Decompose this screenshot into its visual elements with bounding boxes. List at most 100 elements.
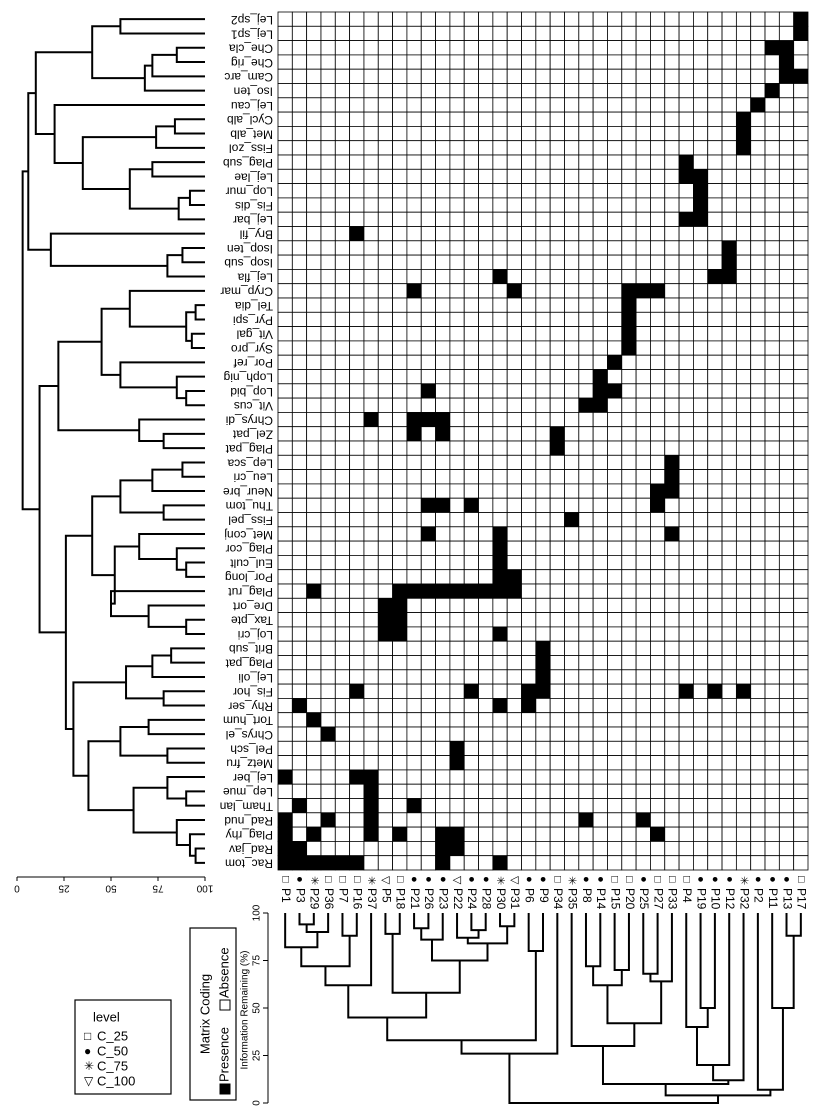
matrix-cell (392, 268, 408, 285)
matrix-cell (521, 254, 537, 270)
matrix-cell (320, 669, 336, 685)
matrix-cell (506, 683, 522, 699)
row-dendrogram-link (151, 468, 205, 493)
matrix-cell (778, 769, 795, 785)
matrix-cell (449, 841, 465, 857)
matrix-cell (592, 769, 608, 785)
column-dendrogram-link (386, 951, 537, 1042)
matrix-cell (420, 240, 436, 256)
matrix-cell (377, 211, 393, 227)
matrix-cell (750, 454, 766, 470)
matrix-cell (320, 540, 336, 556)
matrix-cell (521, 855, 537, 871)
matrix-cell (750, 111, 766, 127)
row-dendrogram-link (151, 53, 205, 78)
matrix-cell (549, 68, 565, 84)
matrix-cell (578, 411, 594, 428)
matrix-cell (277, 798, 293, 814)
matrix-cell (492, 855, 508, 871)
matrix-cell (778, 812, 795, 828)
matrix-cell (750, 783, 766, 799)
matrix-cell (607, 783, 623, 799)
matrix-cell (478, 798, 494, 814)
matrix-cell (707, 569, 723, 585)
matrix-cell (320, 383, 336, 399)
matrix-cell (678, 612, 694, 628)
matrix-cell (793, 655, 809, 671)
row-label: Vit_cus (234, 399, 273, 413)
matrix-cell (420, 483, 436, 499)
matrix-cell (449, 383, 465, 399)
row-label: Rad_nud (224, 814, 273, 828)
matrix-cell (349, 512, 365, 528)
matrix-cell (535, 698, 551, 714)
matrix-cell (793, 369, 809, 385)
matrix-cell (349, 268, 365, 285)
matrix-cell (664, 183, 680, 199)
matrix-cell (363, 140, 379, 156)
matrix-cell (406, 526, 422, 542)
matrix-cell (764, 54, 780, 70)
matrix-cell (721, 454, 737, 470)
matrix-cell (392, 154, 408, 170)
matrix-cell (621, 254, 637, 270)
matrix-cell (406, 640, 422, 656)
matrix-cell (693, 111, 709, 127)
matrix-cell (635, 597, 651, 613)
matrix-cell (592, 197, 608, 213)
matrix-cell (778, 311, 795, 327)
matrix-cell (377, 254, 393, 270)
row-dendrogram-link (185, 618, 205, 636)
matrix-cell (764, 726, 780, 742)
matrix-cell (549, 297, 565, 313)
matrix-cell (349, 283, 365, 299)
column-label: P2 (752, 888, 766, 903)
matrix-cell (334, 841, 351, 857)
matrix-cell (578, 168, 594, 185)
matrix-cell (592, 755, 608, 771)
matrix-cell (392, 240, 408, 256)
matrix-cell (549, 197, 565, 213)
matrix-cell (635, 297, 651, 313)
matrix-cell (435, 826, 451, 842)
matrix-cell (693, 726, 709, 742)
matrix-cell (306, 540, 322, 556)
matrix-cell (277, 40, 293, 56)
matrix-cell (549, 126, 565, 142)
matrix-cell (306, 640, 322, 656)
matrix-cell (320, 140, 336, 156)
matrix-cell (592, 655, 608, 671)
column-level-symbol: ● (437, 876, 449, 883)
matrix-cell (707, 583, 723, 599)
matrix-cell (463, 369, 479, 385)
matrix-cell (650, 254, 666, 270)
matrix-cell (678, 440, 694, 456)
matrix-cell (435, 626, 451, 642)
matrix-cell (607, 126, 623, 142)
matrix-cell (363, 11, 379, 27)
matrix-cell (721, 497, 737, 513)
matrix-cell (635, 483, 651, 499)
column-label: P35 (565, 888, 579, 910)
matrix-cell (778, 240, 795, 256)
row-dendrogram-link (119, 479, 164, 514)
matrix-cell (320, 168, 336, 185)
matrix-cell (363, 440, 379, 456)
matrix-cell (478, 25, 494, 41)
matrix-cell (621, 655, 637, 671)
matrix-cell (664, 640, 680, 656)
matrix-cell (420, 683, 436, 699)
column-dendrogram-link (527, 913, 544, 952)
matrix-cell (650, 283, 666, 299)
matrix-cell (506, 655, 522, 671)
matrix-cell (693, 855, 709, 871)
matrix-cell (521, 583, 537, 599)
matrix-cell (277, 855, 293, 871)
matrix-cell (277, 841, 293, 857)
matrix-cell (721, 68, 737, 84)
matrix-cell (463, 311, 479, 327)
matrix-cell (435, 526, 451, 542)
matrix-cell (306, 483, 322, 499)
matrix-cell (449, 569, 465, 585)
matrix-cell (778, 597, 795, 613)
